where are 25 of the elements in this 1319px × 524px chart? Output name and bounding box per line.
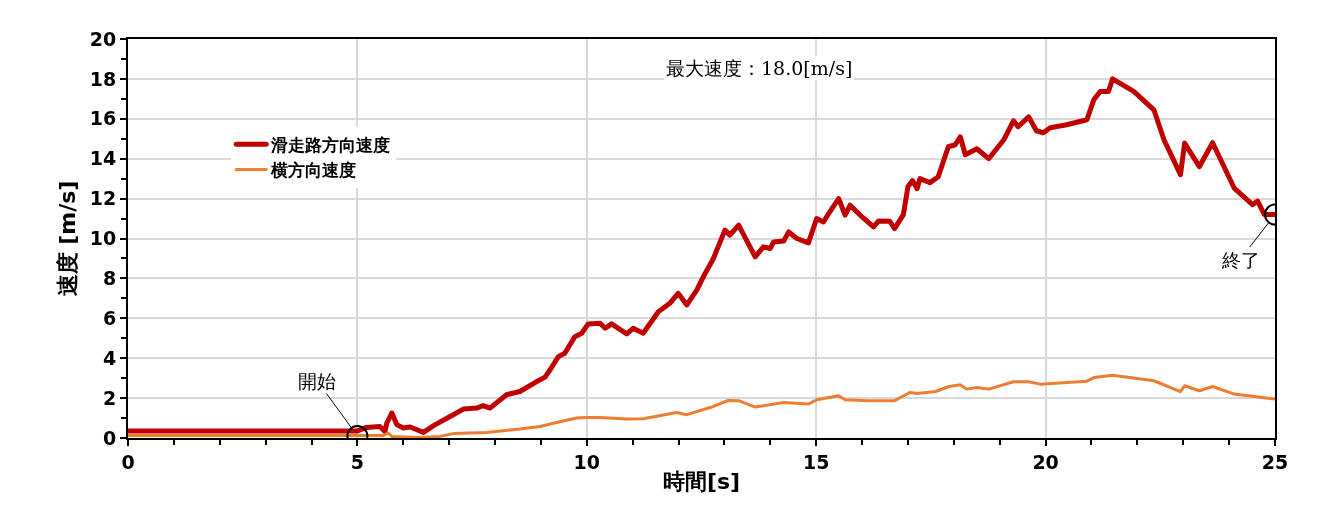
- annotation: 最大速度：18.0[m/s]: [666, 57, 853, 79]
- x-tick-label: 15: [802, 450, 830, 473]
- y-tick-label: 6: [102, 306, 117, 329]
- y-tick-label: 16: [89, 107, 117, 130]
- x-tick-label: 25: [1261, 450, 1289, 473]
- y-tick-label: 10: [89, 227, 117, 250]
- y-tick-label: 18: [89, 67, 117, 90]
- y-tick-label: 8: [102, 267, 117, 290]
- y-tick-label: 2: [102, 386, 117, 409]
- x-tick-label: 20: [1032, 450, 1059, 473]
- y-axis-title: 速度 [m/s]: [55, 180, 81, 297]
- legend-label: 横方向速度: [270, 160, 357, 181]
- legend-label: 滑走路方向速度: [270, 134, 391, 155]
- y-tick-label: 14: [89, 147, 117, 170]
- y-tick-label: 4: [102, 346, 117, 369]
- x-axis-title: 時間[s]: [662, 469, 741, 495]
- y-tick-label: 0: [102, 426, 117, 449]
- line-series: [128, 373, 1275, 438]
- annotation: 開始: [298, 370, 336, 392]
- x-tick-label: 10: [573, 450, 601, 473]
- x-tick-label: 0: [121, 450, 135, 473]
- y-tick-label: 12: [89, 187, 117, 210]
- annotation: 終了: [1221, 249, 1260, 271]
- y-tick-label: 20: [89, 27, 117, 50]
- x-tick-label: 5: [350, 450, 365, 473]
